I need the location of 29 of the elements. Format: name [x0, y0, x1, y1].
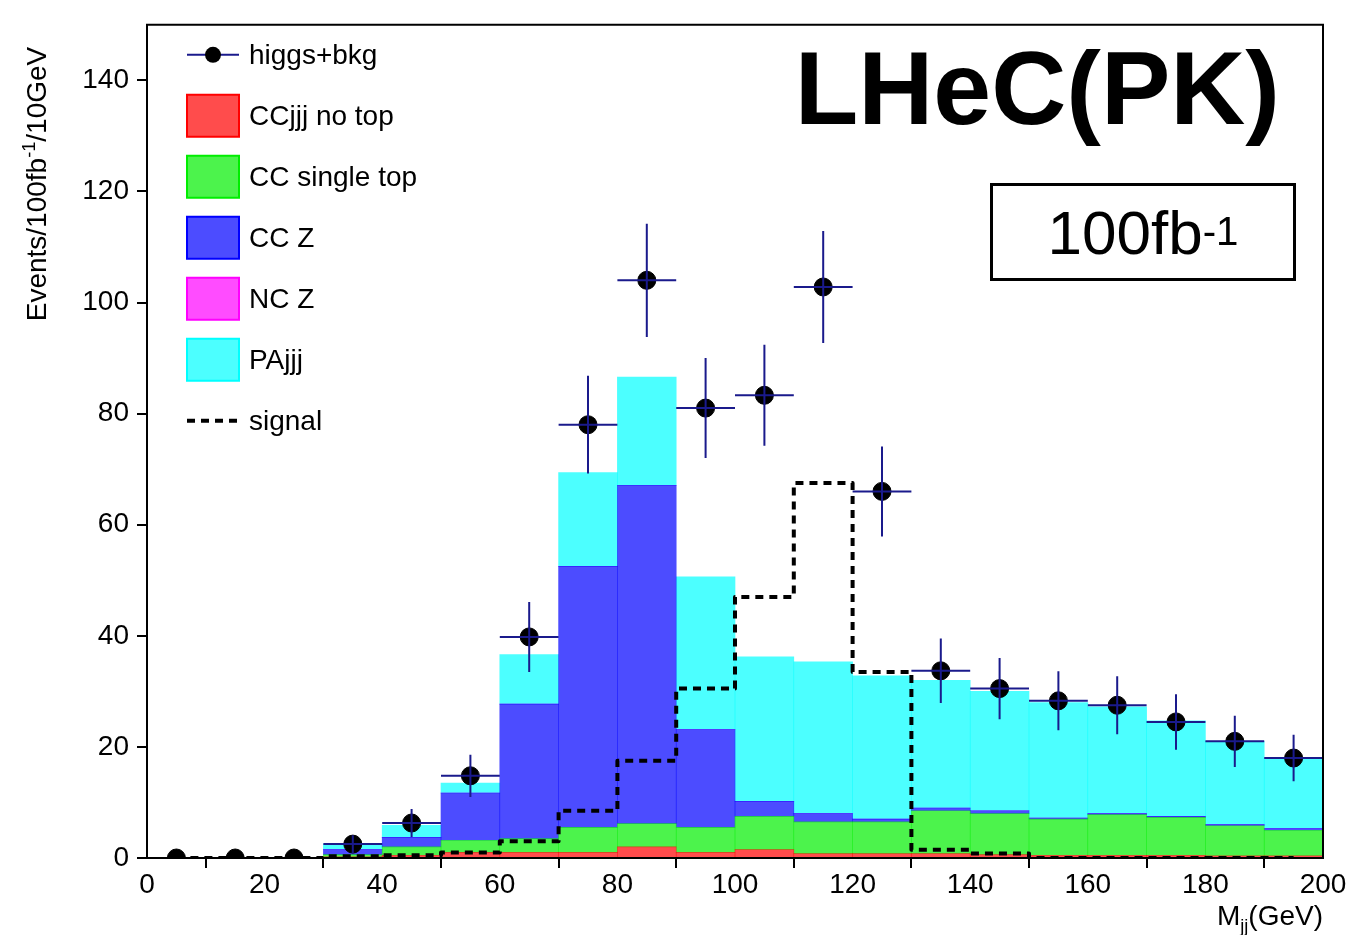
x-axis-title: M$_{jj}$(GeV) — [1216, 900, 1323, 935]
x-tick-label: 180 — [1182, 867, 1229, 899]
x-tick-label: 0 — [139, 867, 155, 899]
legend-label: PAjjj — [249, 343, 303, 375]
y-tick-label: 20 — [97, 729, 129, 761]
x-tick-label: 60 — [484, 867, 516, 899]
y-tick-label: 40 — [97, 618, 129, 650]
x-tick-label: 20 — [249, 867, 281, 899]
legend-label: CC single top — [249, 160, 418, 192]
y-tick-label: 100 — [82, 285, 129, 317]
x-tick-label: 140 — [946, 867, 994, 899]
legend-label: higgs+bkg — [249, 38, 378, 70]
y-tick-label: 80 — [97, 396, 129, 428]
x-tick-label: 80 — [601, 867, 633, 899]
x-tick-label: 120 — [829, 867, 876, 899]
y-tick-label: 120 — [82, 174, 129, 206]
y-tick-label: 0 — [113, 840, 129, 872]
x-tick-label: 40 — [366, 867, 398, 899]
legend-label: NC Z — [249, 282, 315, 314]
y-tick-label: 140 — [82, 63, 129, 95]
y-tick-label: 60 — [97, 507, 129, 539]
legend-label: signal — [249, 404, 323, 436]
x-tick-label: 200 — [1299, 867, 1347, 899]
x-tick-label: 160 — [1064, 867, 1112, 899]
annotation: 100fb$^{-1}$ — [990, 183, 1296, 281]
legend-label: CCjjj no top — [249, 99, 394, 131]
chart-title: LHeC(PK) — [794, 30, 1280, 146]
x-tick-label: 100 — [711, 867, 759, 899]
legend-label: CC Z — [249, 221, 315, 253]
